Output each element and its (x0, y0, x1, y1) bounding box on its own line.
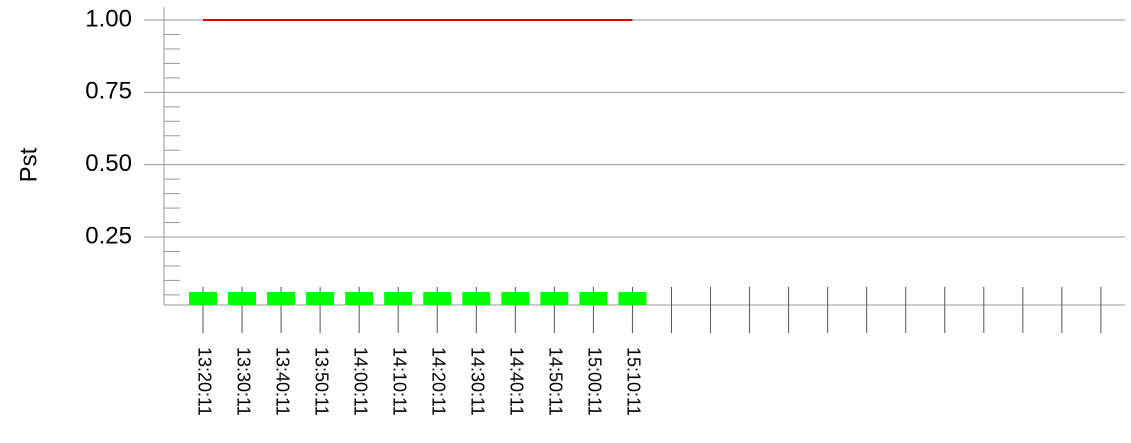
bar (540, 291, 569, 305)
bar (462, 291, 491, 305)
x-tick-label: 14:10:11 (389, 347, 409, 416)
x-tick-label: 14:40:11 (507, 347, 527, 416)
y-axis-label: Pst (15, 147, 42, 182)
y-tick-label: 1.00 (85, 5, 132, 32)
bar (306, 291, 335, 305)
x-tick-label: 14:50:11 (546, 347, 566, 416)
x-tick-label: 13:40:11 (272, 347, 292, 416)
bar (189, 291, 217, 305)
bar (579, 291, 608, 305)
bar (267, 291, 296, 305)
x-tick-label: 13:20:11 (194, 347, 214, 416)
x-tick-label: 14:00:11 (350, 347, 370, 416)
y-tick-label: 0.75 (85, 78, 132, 105)
x-tick-label: 15:10:11 (624, 347, 644, 416)
x-tick-label: 13:50:11 (311, 347, 331, 416)
x-tick-label: 14:20:11 (428, 347, 448, 416)
bar (501, 291, 530, 305)
bar (345, 291, 374, 305)
bar (423, 291, 452, 305)
x-tick-label: 15:00:11 (585, 347, 605, 416)
bar (384, 291, 413, 305)
y-tick-label: 0.50 (85, 150, 132, 177)
x-tick-label: 13:30:11 (233, 347, 253, 416)
bar (618, 291, 647, 305)
x-tick-label: 14:30:11 (468, 347, 488, 416)
bar (228, 291, 257, 305)
y-tick-label: 0.25 (85, 222, 132, 249)
